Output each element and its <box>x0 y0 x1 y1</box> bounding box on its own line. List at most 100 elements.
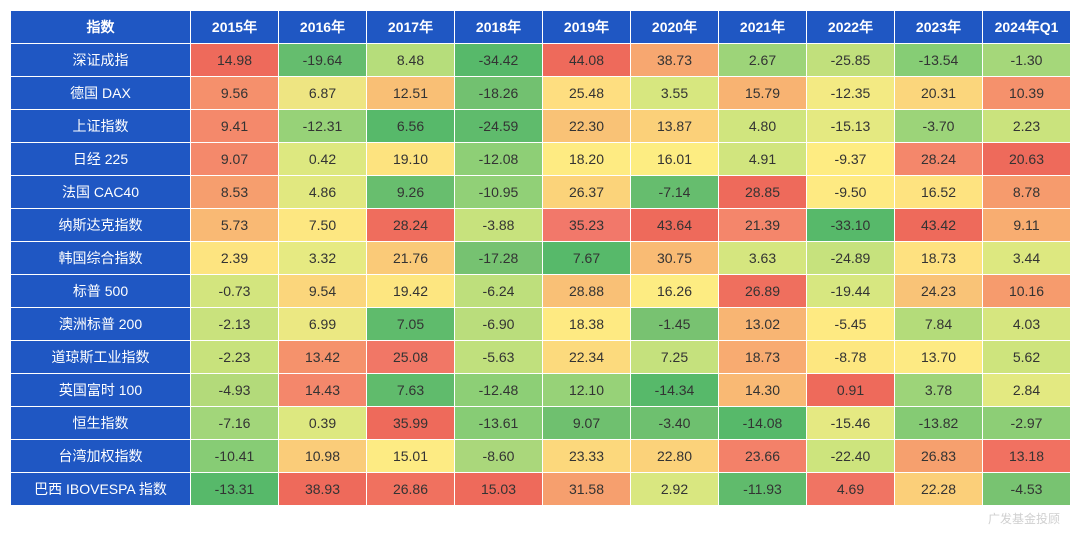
data-cell: 6.56 <box>367 110 455 143</box>
data-cell: 9.26 <box>367 176 455 209</box>
data-cell: 28.24 <box>895 143 983 176</box>
data-cell: 2.84 <box>983 374 1071 407</box>
data-cell: -18.26 <box>455 77 543 110</box>
data-cell: 16.52 <box>895 176 983 209</box>
data-cell: 13.42 <box>279 341 367 374</box>
data-cell: -34.42 <box>455 44 543 77</box>
row-header: 韩国综合指数 <box>11 242 191 275</box>
data-cell: 9.11 <box>983 209 1071 242</box>
data-cell: 3.44 <box>983 242 1071 275</box>
data-cell: -10.95 <box>455 176 543 209</box>
data-cell: 26.86 <box>367 473 455 506</box>
row-header: 恒生指数 <box>11 407 191 440</box>
data-cell: 0.91 <box>807 374 895 407</box>
data-cell: -1.45 <box>631 308 719 341</box>
data-cell: 5.73 <box>191 209 279 242</box>
data-cell: 7.63 <box>367 374 455 407</box>
col-header-year: 2020年 <box>631 11 719 44</box>
data-cell: 13.70 <box>895 341 983 374</box>
row-header: 德国 DAX <box>11 77 191 110</box>
table-row: 韩国综合指数2.393.3221.76-17.287.6730.753.63-2… <box>11 242 1071 275</box>
data-cell: 24.23 <box>895 275 983 308</box>
index-heatmap-table: 指数2015年2016年2017年2018年2019年2020年2021年202… <box>10 10 1071 506</box>
col-header-year: 2016年 <box>279 11 367 44</box>
col-header-year: 2015年 <box>191 11 279 44</box>
data-cell: 2.23 <box>983 110 1071 143</box>
data-cell: -6.24 <box>455 275 543 308</box>
table-row: 法国 CAC408.534.869.26-10.9526.37-7.1428.8… <box>11 176 1071 209</box>
data-cell: 3.63 <box>719 242 807 275</box>
data-cell: 43.64 <box>631 209 719 242</box>
data-cell: 26.37 <box>543 176 631 209</box>
data-cell: -13.82 <box>895 407 983 440</box>
data-cell: 3.78 <box>895 374 983 407</box>
data-cell: 22.28 <box>895 473 983 506</box>
col-header-index: 指数 <box>11 11 191 44</box>
data-cell: 2.39 <box>191 242 279 275</box>
table-row: 巴西 IBOVESPA 指数-13.3138.9326.8615.0331.58… <box>11 473 1071 506</box>
data-cell: 22.30 <box>543 110 631 143</box>
col-header-year: 2024年Q1 <box>983 11 1071 44</box>
row-header: 台湾加权指数 <box>11 440 191 473</box>
data-cell: -1.30 <box>983 44 1071 77</box>
data-cell: -19.44 <box>807 275 895 308</box>
table-row: 纳斯达克指数5.737.5028.24-3.8835.2343.6421.39-… <box>11 209 1071 242</box>
data-cell: 16.01 <box>631 143 719 176</box>
data-cell: 9.41 <box>191 110 279 143</box>
data-cell: -12.08 <box>455 143 543 176</box>
data-cell: 18.20 <box>543 143 631 176</box>
data-cell: -12.48 <box>455 374 543 407</box>
col-header-year: 2023年 <box>895 11 983 44</box>
data-cell: 18.73 <box>719 341 807 374</box>
col-header-year: 2019年 <box>543 11 631 44</box>
data-cell: -2.13 <box>191 308 279 341</box>
data-cell: 7.67 <box>543 242 631 275</box>
data-cell: -3.40 <box>631 407 719 440</box>
data-cell: 28.88 <box>543 275 631 308</box>
data-cell: 25.08 <box>367 341 455 374</box>
row-header: 纳斯达克指数 <box>11 209 191 242</box>
data-cell: 18.73 <box>895 242 983 275</box>
data-cell: -12.35 <box>807 77 895 110</box>
data-cell: -19.64 <box>279 44 367 77</box>
table-row: 标普 500-0.739.5419.42-6.2428.8816.2626.89… <box>11 275 1071 308</box>
data-cell: 22.34 <box>543 341 631 374</box>
data-cell: -13.54 <box>895 44 983 77</box>
data-cell: 20.63 <box>983 143 1071 176</box>
data-cell: 2.67 <box>719 44 807 77</box>
data-cell: 38.93 <box>279 473 367 506</box>
data-cell: -5.63 <box>455 341 543 374</box>
data-cell: 0.39 <box>279 407 367 440</box>
data-cell: 26.83 <box>895 440 983 473</box>
data-cell: 19.10 <box>367 143 455 176</box>
row-header: 日经 225 <box>11 143 191 176</box>
table-row: 英国富时 100-4.9314.437.63-12.4812.10-14.341… <box>11 374 1071 407</box>
row-header: 巴西 IBOVESPA 指数 <box>11 473 191 506</box>
data-cell: -2.23 <box>191 341 279 374</box>
data-cell: -15.46 <box>807 407 895 440</box>
row-header: 英国富时 100 <box>11 374 191 407</box>
row-header: 澳洲标普 200 <box>11 308 191 341</box>
row-header: 深证成指 <box>11 44 191 77</box>
data-cell: 9.07 <box>191 143 279 176</box>
data-cell: 5.62 <box>983 341 1071 374</box>
data-cell: -11.93 <box>719 473 807 506</box>
data-cell: 8.78 <box>983 176 1071 209</box>
table-row: 德国 DAX9.566.8712.51-18.2625.483.5515.79-… <box>11 77 1071 110</box>
data-cell: -8.78 <box>807 341 895 374</box>
data-cell: -5.45 <box>807 308 895 341</box>
data-cell: -3.88 <box>455 209 543 242</box>
data-cell: 14.30 <box>719 374 807 407</box>
data-cell: 23.33 <box>543 440 631 473</box>
data-cell: 21.76 <box>367 242 455 275</box>
row-header: 上证指数 <box>11 110 191 143</box>
data-cell: 4.80 <box>719 110 807 143</box>
data-cell: 9.56 <box>191 77 279 110</box>
data-cell: 35.23 <box>543 209 631 242</box>
data-cell: 10.16 <box>983 275 1071 308</box>
data-cell: -33.10 <box>807 209 895 242</box>
data-cell: 14.98 <box>191 44 279 77</box>
data-cell: 0.42 <box>279 143 367 176</box>
data-cell: 2.92 <box>631 473 719 506</box>
data-cell: -25.85 <box>807 44 895 77</box>
